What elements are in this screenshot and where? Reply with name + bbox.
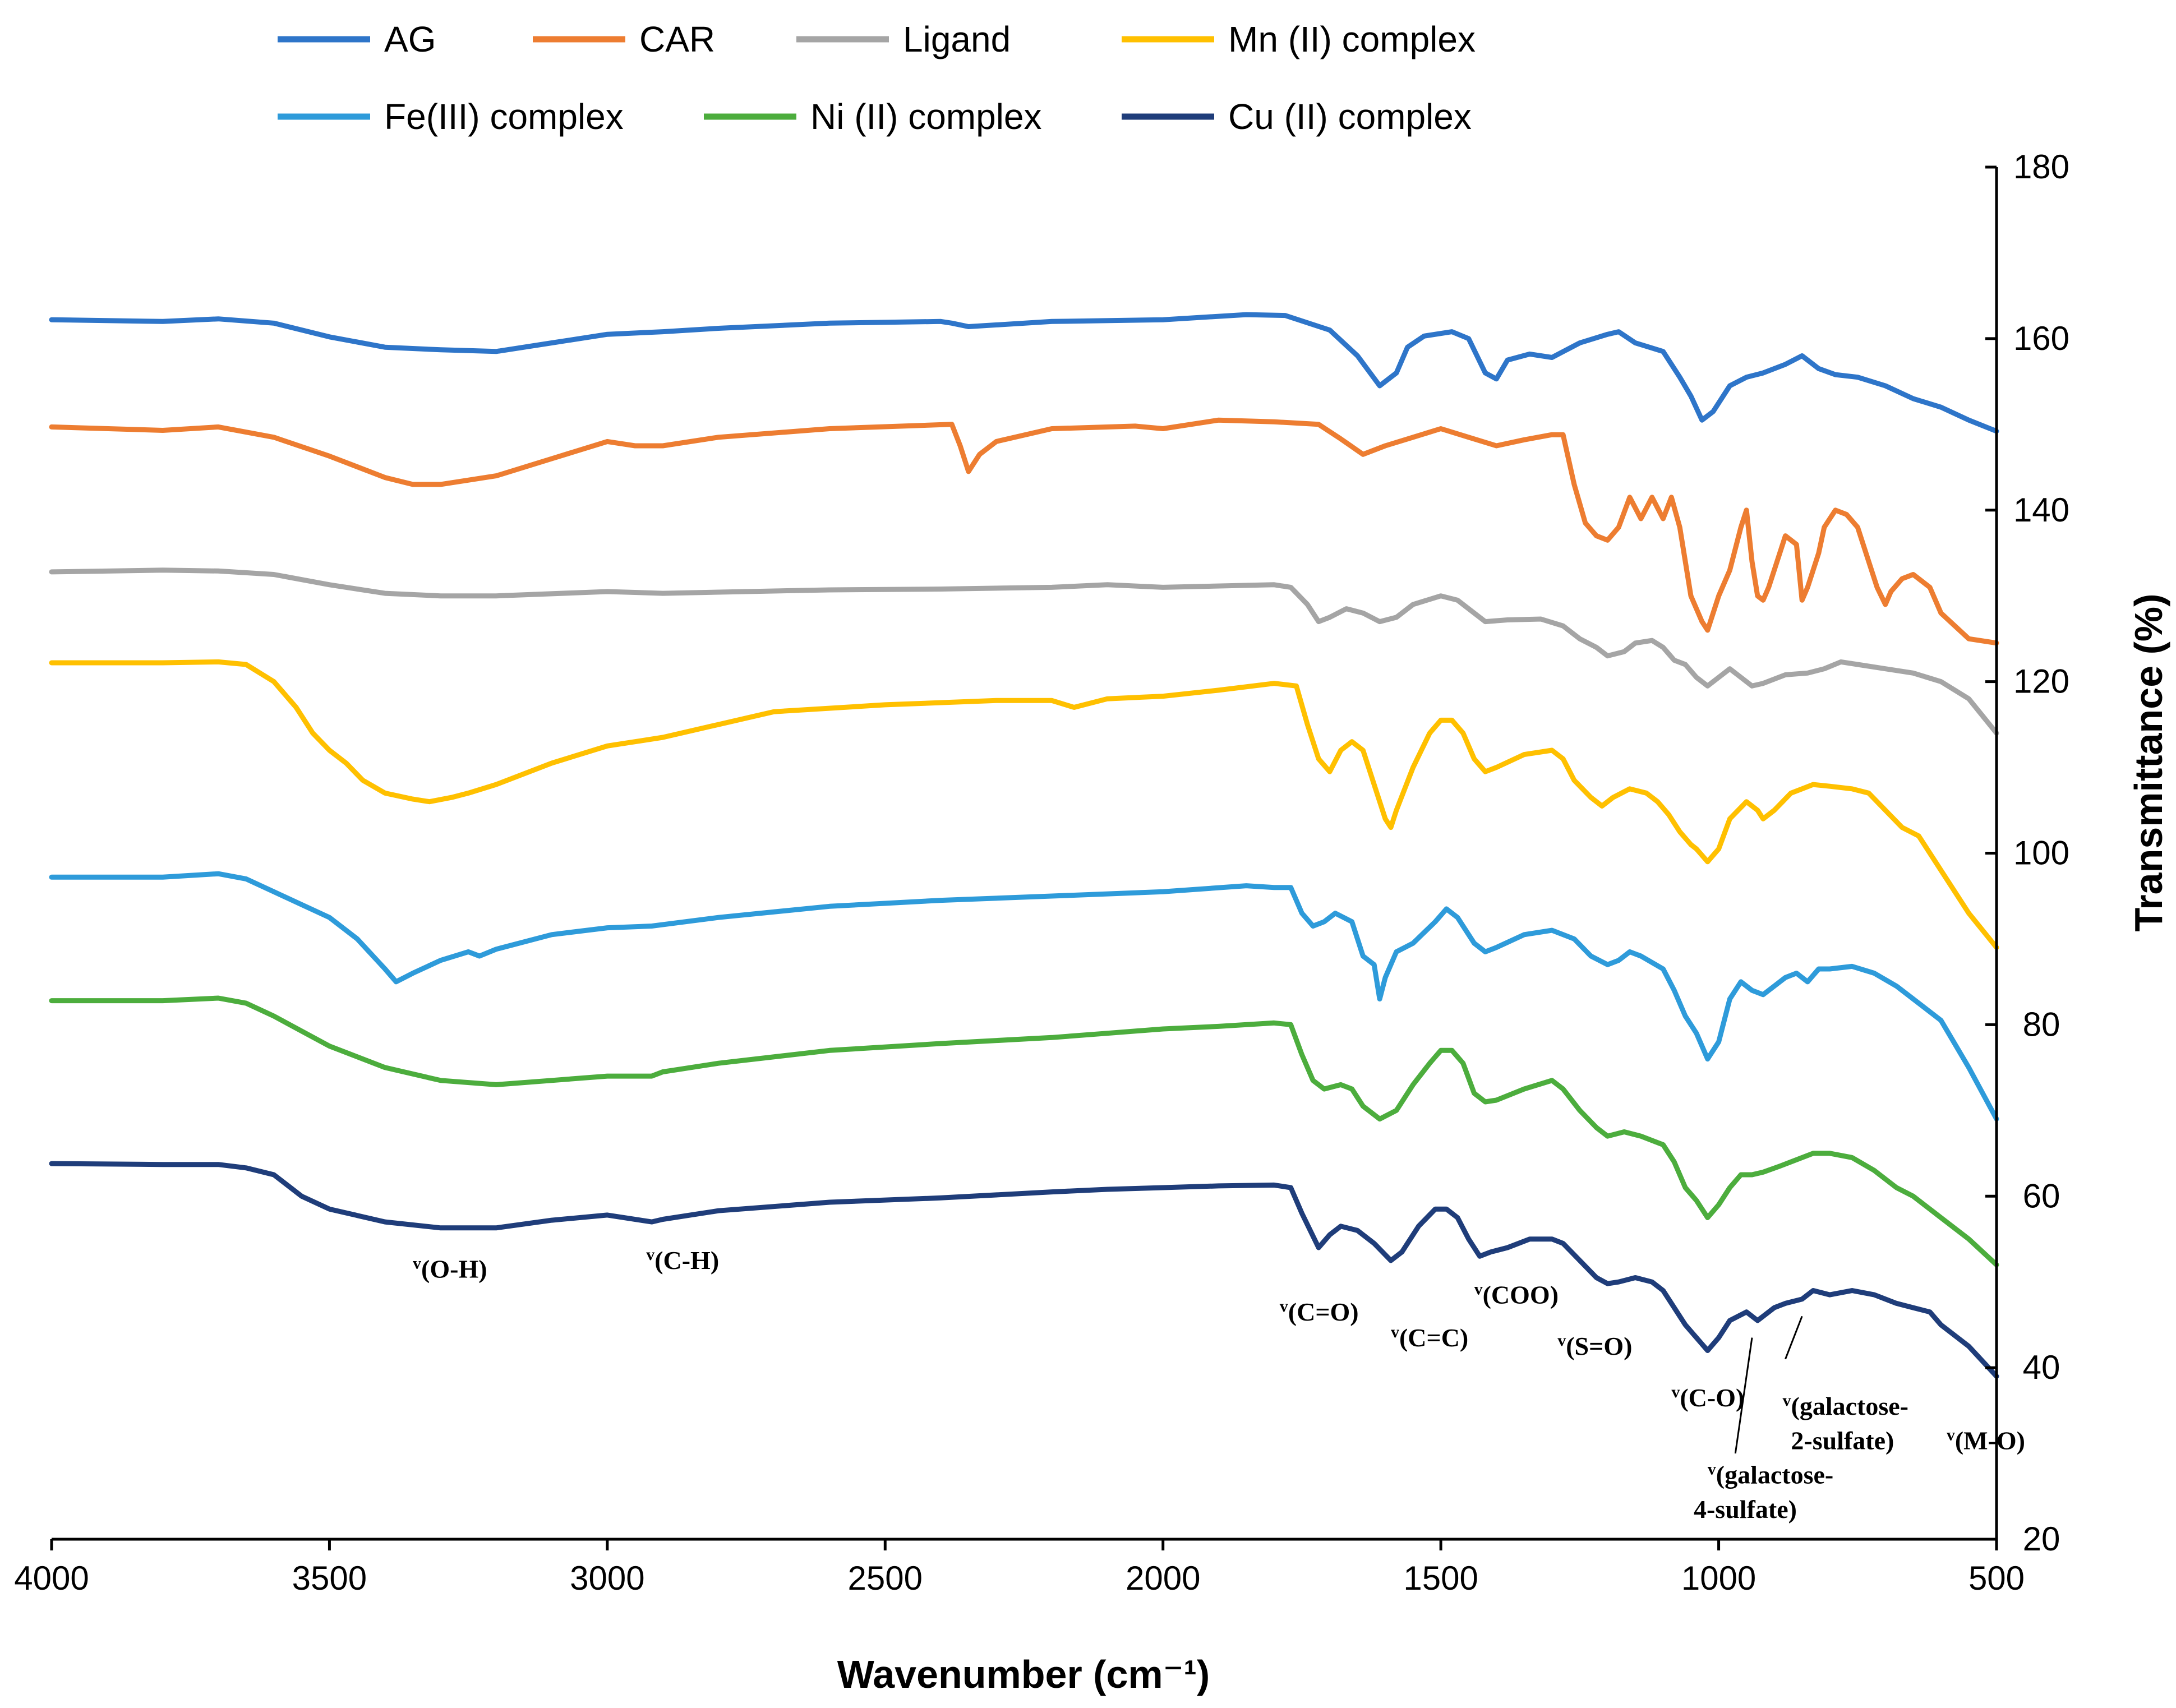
y-tick-label: 80 (2023, 1005, 2060, 1043)
annotation-layer: v(O-H) v(C-H) v(C=O) v(C=C)v(COO) v(S=O) v(C-… (413, 1245, 2025, 1524)
y-tick-label: 140 (2013, 491, 2069, 529)
x-tick-label: 500 (1968, 1559, 2025, 1597)
series-line-ni-ii-complex (49, 995, 1999, 1268)
x-tick-label: 3500 (292, 1559, 367, 1597)
peak-annotation: v(galactose- (1708, 1460, 1833, 1489)
legend-label: Ni (II) complex (810, 96, 1042, 137)
peak-annotation: v(C-H) (646, 1245, 719, 1275)
peak-annotation: v(COO) (1474, 1280, 1559, 1309)
peak-annotation: v(galactose- (1783, 1391, 1908, 1420)
peak-annotation: 4-sulfate) (1694, 1495, 1797, 1524)
legend-label: Ligand (903, 19, 1011, 59)
y-tick-label: 20 (2023, 1520, 2060, 1558)
legend-label: CAR (639, 19, 715, 59)
peak-annotation: v(M-O) (1947, 1425, 2025, 1455)
legend-label: Fe(III) complex (384, 96, 624, 137)
y-tick-label: 160 (2013, 320, 2069, 357)
series-line-cu-ii-complex (49, 1161, 1999, 1379)
x-tick-label: 1500 (1403, 1559, 1478, 1597)
x-tick-label: 2500 (848, 1559, 923, 1597)
x-tick-label: 3000 (570, 1559, 644, 1597)
x-axis-title: Wavenumber (cm⁻¹) (837, 1652, 1210, 1696)
peak-annotation: v(S=O) (1557, 1331, 1632, 1360)
y-axis-title: Transmittance (%) (2127, 594, 2170, 932)
annotation-leader-line (1734, 1337, 1753, 1454)
series-line-car (49, 417, 1999, 646)
series-line-ag (49, 312, 1999, 434)
peak-annotation: v(C-O) (1671, 1383, 1744, 1412)
annotation-leader-line (1785, 1315, 1803, 1360)
legend-label: Mn (II) complex (1228, 19, 1476, 59)
y-tick-label: 60 (2023, 1177, 2060, 1215)
legend-label: AG (384, 19, 436, 59)
y-tick-label: 40 (2023, 1349, 2060, 1386)
x-tick-label: 4000 (14, 1559, 89, 1597)
peak-annotation: v(C=O) (1280, 1297, 1359, 1326)
series-line-ligand (49, 567, 1999, 736)
peak-annotation: v(O-H) (413, 1254, 487, 1284)
y-tick-label: 180 (2013, 148, 2069, 186)
series-layer (49, 312, 1999, 1379)
series-line-mn-ii-complex (49, 659, 1999, 950)
legend-label: Cu (II) complex (1228, 96, 1472, 137)
series-line-fe-iii-complex (49, 871, 1999, 1122)
y-tick-label: 120 (2013, 663, 2069, 700)
y-tick-label: 100 (2013, 834, 2069, 872)
peak-annotation: 2-sulfate) (1791, 1426, 1894, 1455)
x-tick-label: 2000 (1126, 1559, 1200, 1597)
x-tick-label: 1000 (1681, 1559, 1756, 1597)
peak-annotation: v(C=C) (1391, 1323, 1468, 1352)
legend: AG CAR Ligand Mn (II) complex Fe(III) comple… (278, 19, 1476, 137)
